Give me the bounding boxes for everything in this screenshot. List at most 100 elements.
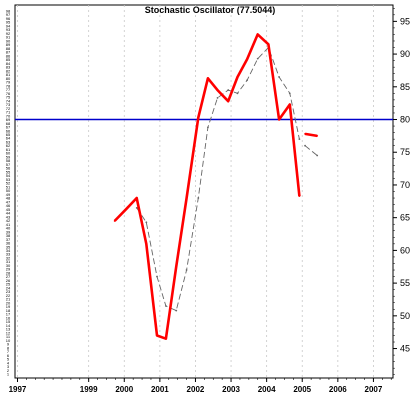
data-point bbox=[316, 134, 319, 137]
chart-title: Stochastic Oscillator (77.5044) bbox=[145, 5, 276, 15]
left-tick-label: 61 bbox=[6, 147, 11, 152]
grid bbox=[17, 5, 374, 378]
left-tick-label: 98 bbox=[6, 9, 11, 14]
data-point bbox=[278, 76, 281, 78]
y-tick-label: 75 bbox=[400, 147, 410, 157]
left-tick-label: 93 bbox=[6, 27, 11, 32]
y-tick-label: 50 bbox=[400, 311, 410, 321]
data-point bbox=[304, 144, 306, 147]
left-tick-label: 18 bbox=[6, 308, 11, 313]
left-tick-label: 80 bbox=[6, 76, 11, 81]
left-tick-label: 67 bbox=[6, 125, 11, 130]
left-tick-label: 36 bbox=[6, 241, 11, 246]
left-tick-label: 50 bbox=[6, 188, 11, 193]
data-point bbox=[298, 195, 301, 197]
left-tick-label: 14 bbox=[6, 323, 11, 328]
plot-area bbox=[14, 4, 394, 379]
data-point bbox=[216, 97, 219, 99]
left-tick-label: 15 bbox=[6, 319, 11, 324]
x-tick-label: 2007 bbox=[365, 385, 383, 394]
left-tick-label: 82 bbox=[6, 68, 11, 73]
x-tick-label: 1997 bbox=[9, 385, 27, 394]
left-tick-label: 16 bbox=[6, 315, 11, 320]
data-point bbox=[304, 133, 306, 135]
data-point bbox=[175, 265, 178, 268]
left-tick-label: 8 bbox=[7, 345, 10, 350]
left-tick-label: 79 bbox=[6, 80, 11, 85]
data-point bbox=[207, 126, 209, 129]
left-tick-label: 59 bbox=[6, 154, 11, 159]
data-point bbox=[185, 197, 188, 199]
left-tick-label: 32 bbox=[6, 255, 11, 260]
left-tick-label: 46 bbox=[6, 203, 11, 208]
left-tick-label: 60 bbox=[6, 151, 11, 156]
left-tick-label: 45 bbox=[6, 207, 11, 212]
data-point bbox=[197, 116, 200, 119]
left-tick-label: 4 bbox=[7, 360, 10, 365]
signal-series bbox=[135, 46, 319, 312]
left-tick-label: 43 bbox=[6, 214, 11, 219]
data-point bbox=[246, 79, 248, 82]
left-tick-label: 42 bbox=[6, 218, 11, 223]
data-point bbox=[227, 100, 230, 103]
left-tick-label: 58 bbox=[6, 158, 11, 163]
left-tick-label: 52 bbox=[6, 181, 11, 186]
left-tick-label: 54 bbox=[6, 173, 11, 178]
left-tick-label: 75 bbox=[6, 95, 11, 100]
series-line bbox=[304, 145, 318, 156]
left-tick-label: 7 bbox=[7, 349, 10, 354]
left-tick-label: 71 bbox=[6, 110, 11, 115]
data-point bbox=[216, 89, 219, 91]
left-tick-label: 66 bbox=[6, 128, 11, 133]
left-tick-label: 74 bbox=[6, 98, 11, 103]
left-tick-label: 27 bbox=[6, 274, 11, 279]
y-tick-label: 95 bbox=[400, 16, 410, 26]
left-tick-label: 56 bbox=[6, 166, 11, 171]
left-tick-label: 21 bbox=[6, 297, 11, 302]
left-tick-label: 6 bbox=[7, 353, 10, 358]
left-tick-label: 94 bbox=[6, 23, 11, 28]
y-tick-label: 60 bbox=[400, 245, 410, 255]
data-point bbox=[207, 77, 209, 80]
data-point bbox=[125, 208, 127, 211]
left-tick-label: 81 bbox=[6, 72, 11, 77]
data-point bbox=[298, 138, 301, 141]
left-tick-label: 62 bbox=[6, 143, 11, 148]
data-point bbox=[197, 197, 200, 199]
left-tick-label: 29 bbox=[6, 267, 11, 272]
left-tick-label: 51 bbox=[6, 184, 11, 189]
data-point bbox=[156, 275, 158, 278]
x-tick-label: 2003 bbox=[222, 385, 240, 394]
left-tick-label: 40 bbox=[6, 226, 11, 231]
left-tick-label: 19 bbox=[6, 304, 11, 309]
left-tick-label: 65 bbox=[6, 132, 11, 137]
left-tick-label: 89 bbox=[6, 42, 11, 47]
data-point bbox=[288, 92, 291, 95]
x-tick-label: 2002 bbox=[187, 385, 205, 394]
x-tick-label: 2004 bbox=[258, 385, 276, 394]
data-point bbox=[227, 89, 230, 91]
y-tick-label: 70 bbox=[400, 180, 410, 190]
series-line bbox=[136, 47, 300, 312]
left-tick-label: 96 bbox=[6, 16, 11, 21]
left-tick-label: 20 bbox=[6, 300, 11, 305]
data-point bbox=[256, 57, 259, 60]
data-point bbox=[145, 221, 148, 224]
data-point bbox=[156, 334, 158, 337]
left-tick-label: 12 bbox=[6, 330, 11, 335]
data-point bbox=[316, 154, 319, 157]
left-tick-label: 87 bbox=[6, 50, 11, 55]
y-tick-label: 55 bbox=[400, 278, 410, 288]
left-tick-label: 30 bbox=[6, 263, 11, 268]
data-point bbox=[246, 58, 248, 61]
x-tick-label: 2001 bbox=[151, 385, 169, 394]
y-tick-label: 65 bbox=[400, 213, 410, 223]
left-tick-label: 92 bbox=[6, 31, 11, 36]
left-tick-label: 37 bbox=[6, 237, 11, 242]
left-tick-label: 77 bbox=[6, 87, 11, 92]
left-tick-label: 97 bbox=[6, 12, 11, 17]
data-point bbox=[135, 197, 138, 199]
left-tick-label: 83 bbox=[6, 65, 11, 70]
left-tick-label: 44 bbox=[6, 211, 11, 216]
